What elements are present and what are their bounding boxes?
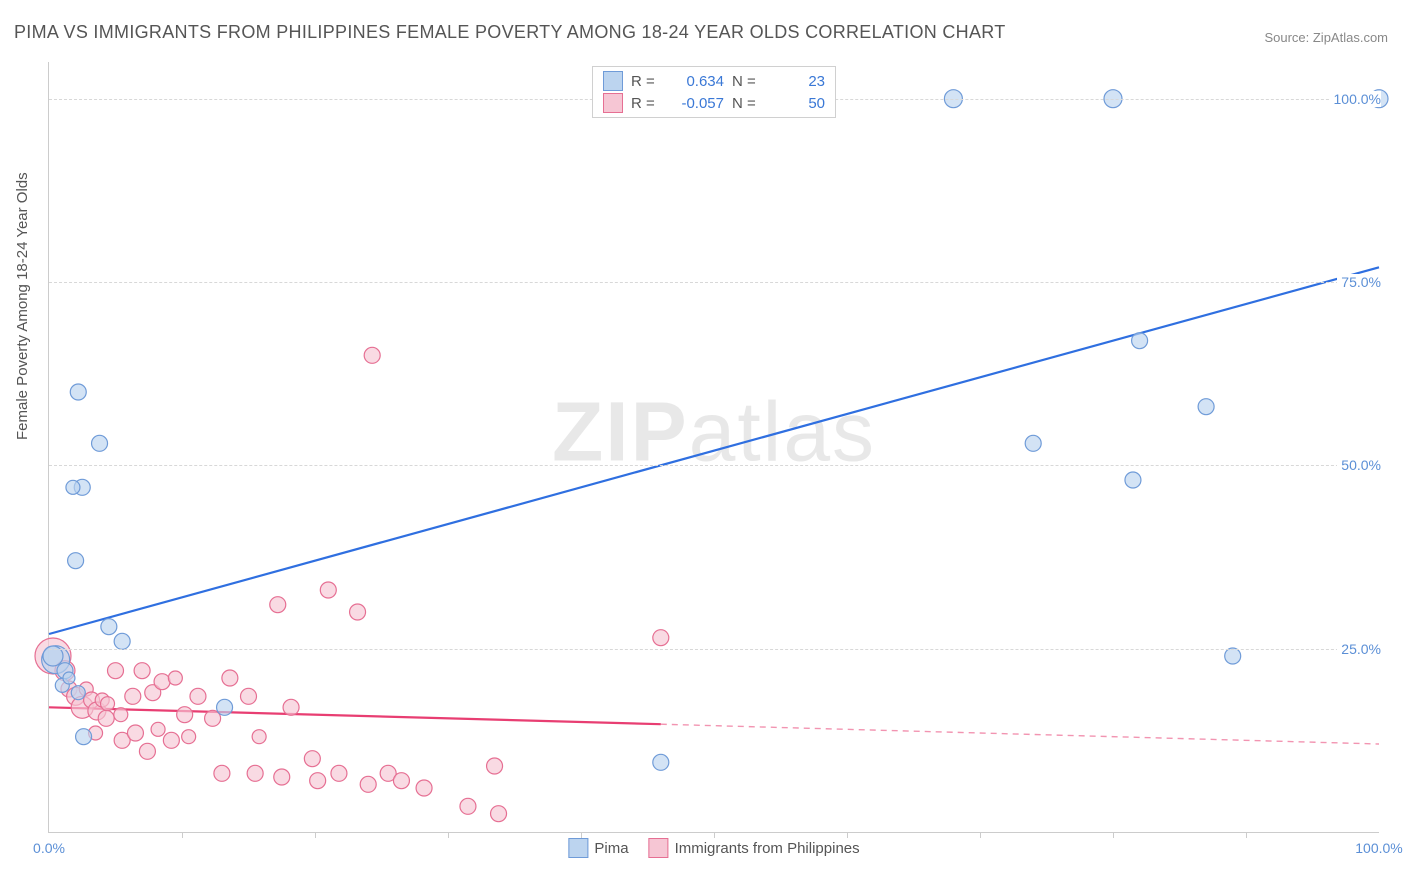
y-tick-label: 75.0% — [1337, 274, 1381, 290]
data-point — [214, 765, 230, 781]
data-point — [98, 710, 114, 726]
data-point — [393, 773, 409, 789]
data-point — [304, 751, 320, 767]
data-point — [190, 688, 206, 704]
y-tick-label: 25.0% — [1337, 641, 1381, 657]
chart-svg — [49, 62, 1379, 832]
data-point — [92, 435, 108, 451]
data-point — [108, 663, 124, 679]
n-value-philippines: 50 — [770, 95, 825, 112]
chart-title: PIMA VS IMMIGRANTS FROM PHILIPPINES FEMA… — [14, 22, 1006, 43]
x-tick-mark — [1246, 832, 1247, 838]
data-point — [491, 806, 507, 822]
x-tick-label: 0.0% — [33, 840, 65, 856]
r-label: R = — [631, 73, 661, 90]
data-point — [125, 688, 141, 704]
data-point — [71, 686, 85, 700]
data-point — [163, 732, 179, 748]
swatch-pima — [568, 838, 588, 858]
y-axis-label: Female Poverty Among 18-24 Year Olds — [14, 172, 31, 440]
x-tick-mark — [182, 832, 183, 838]
data-point — [460, 798, 476, 814]
source-attribution: Source: ZipAtlas.com — [1264, 30, 1388, 45]
data-point — [360, 776, 376, 792]
series-legend: Pima Immigrants from Philippines — [568, 838, 859, 858]
x-tick-mark — [448, 832, 449, 838]
data-point — [241, 688, 257, 704]
x-tick-label: 100.0% — [1355, 840, 1402, 856]
data-point — [68, 553, 84, 569]
gridline — [49, 465, 1379, 466]
gridline — [49, 649, 1379, 650]
data-point — [134, 663, 150, 679]
x-tick-mark — [581, 832, 582, 838]
data-point — [222, 670, 238, 686]
data-point — [364, 347, 380, 363]
legend-item-philippines: Immigrants from Philippines — [649, 838, 860, 858]
gridline — [49, 282, 1379, 283]
y-tick-label: 100.0% — [1330, 91, 1381, 107]
data-point — [182, 730, 196, 744]
data-point — [252, 730, 266, 744]
chart-plot-area: ZIPatlas R = 0.634 N = 23 R = -0.057 N =… — [48, 62, 1379, 833]
data-point — [1225, 648, 1241, 664]
data-point — [177, 707, 193, 723]
legend-label-philippines: Immigrants from Philippines — [675, 840, 860, 857]
data-point — [247, 765, 263, 781]
data-point — [114, 708, 128, 722]
n-label: N = — [732, 95, 762, 112]
data-point — [168, 671, 182, 685]
data-point — [320, 582, 336, 598]
data-point — [217, 699, 233, 715]
data-point — [154, 674, 170, 690]
swatch-philippines — [603, 93, 623, 113]
data-point — [1132, 333, 1148, 349]
data-point — [653, 630, 669, 646]
legend-item-pima: Pima — [568, 838, 628, 858]
data-point — [63, 672, 75, 684]
data-point — [331, 765, 347, 781]
y-tick-label: 50.0% — [1337, 457, 1381, 473]
x-tick-mark — [315, 832, 316, 838]
data-point — [114, 633, 130, 649]
data-point — [270, 597, 286, 613]
r-label: R = — [631, 95, 661, 112]
r-value-philippines: -0.057 — [669, 95, 724, 112]
data-point — [283, 699, 299, 715]
x-tick-mark — [714, 832, 715, 838]
data-point — [1198, 399, 1214, 415]
data-point — [416, 780, 432, 796]
legend-label-pima: Pima — [594, 840, 628, 857]
swatch-pima — [603, 71, 623, 91]
x-tick-mark — [980, 832, 981, 838]
data-point — [1125, 472, 1141, 488]
data-point — [101, 619, 117, 635]
correlation-legend: R = 0.634 N = 23 R = -0.057 N = 50 — [592, 66, 836, 118]
data-point — [76, 729, 92, 745]
data-point — [70, 384, 86, 400]
data-point — [151, 722, 165, 736]
x-tick-mark — [847, 832, 848, 838]
data-point — [66, 480, 80, 494]
data-point — [139, 743, 155, 759]
data-point — [1025, 435, 1041, 451]
data-point — [310, 773, 326, 789]
n-value-pima: 23 — [770, 73, 825, 90]
swatch-philippines — [649, 838, 669, 858]
data-point — [653, 754, 669, 770]
data-point — [127, 725, 143, 741]
legend-row-pima: R = 0.634 N = 23 — [603, 71, 825, 91]
data-point — [274, 769, 290, 785]
data-point — [350, 604, 366, 620]
r-value-pima: 0.634 — [669, 73, 724, 90]
legend-row-philippines: R = -0.057 N = 50 — [603, 93, 825, 113]
data-point — [101, 697, 115, 711]
x-tick-mark — [1113, 832, 1114, 838]
n-label: N = — [732, 73, 762, 90]
data-point — [487, 758, 503, 774]
